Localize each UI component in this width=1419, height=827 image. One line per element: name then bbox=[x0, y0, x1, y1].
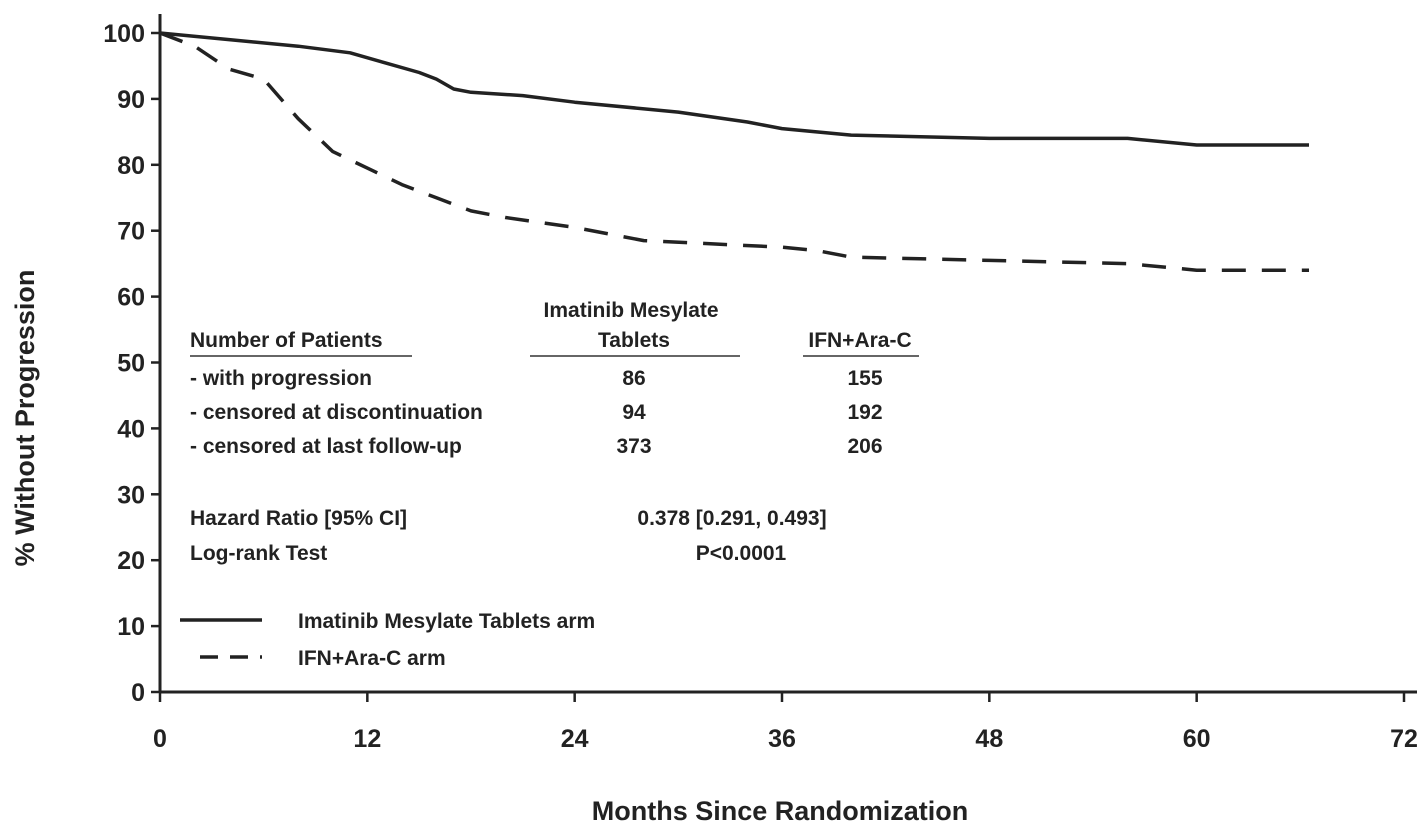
y-tick-label: 10 bbox=[117, 613, 145, 641]
table-column-header: IFN+Ara-C bbox=[808, 329, 911, 352]
table-row-label: - censored at last follow-up bbox=[190, 435, 462, 458]
stat-label: Hazard Ratio [95% CI] bbox=[190, 507, 407, 530]
ticks-layer: 0 10 20 30 40 50 60 70 80 90 100 0 12 24 36 48 60 72 bbox=[103, 20, 1418, 753]
x-tick-label: 36 bbox=[768, 725, 796, 753]
table-row-label: - with progression bbox=[190, 367, 372, 390]
x-tick-label: 12 bbox=[353, 725, 381, 753]
legend-label: IFN+Ara-C arm bbox=[298, 647, 446, 670]
table-cell: 155 bbox=[847, 367, 882, 390]
table-cell: 192 bbox=[847, 401, 882, 424]
table-column-header-line-1: Imatinib Mesylate bbox=[544, 299, 719, 322]
legend: Imatinib Mesylate Tablets arm IFN+Ara-C … bbox=[180, 610, 595, 670]
table-column-header-line-2: Tablets bbox=[598, 329, 670, 352]
y-tick-label: 60 bbox=[117, 284, 145, 312]
y-axis-title: % Without Progression bbox=[10, 270, 40, 567]
y-tick-label: 70 bbox=[117, 218, 145, 246]
y-tick-label: 80 bbox=[117, 152, 145, 180]
y-tick-label: 90 bbox=[117, 86, 145, 114]
table-column-header: Imatinib Mesylate Tablets bbox=[544, 299, 725, 352]
series-line-imatinib bbox=[159, 31, 1309, 147]
series-line-ifn-ara-c bbox=[159, 31, 1309, 272]
table-cell: 206 bbox=[847, 435, 882, 458]
y-tick-label: 40 bbox=[117, 415, 145, 443]
patient-table: Number of Patients Imatinib Mesylate Tab… bbox=[190, 299, 919, 565]
y-tick-label: 30 bbox=[117, 481, 145, 509]
x-tick-label: 48 bbox=[975, 725, 1003, 753]
table-cell: 94 bbox=[622, 401, 646, 424]
y-tick-label: 50 bbox=[117, 350, 145, 378]
stat-label: Log-rank Test bbox=[190, 542, 327, 565]
stat-value: P<0.0001 bbox=[696, 542, 787, 565]
y-tick-label: 20 bbox=[117, 547, 145, 575]
x-axis-title: Months Since Randomization bbox=[592, 796, 969, 826]
table-cell: 86 bbox=[622, 367, 645, 390]
table-header-label: Number of Patients bbox=[190, 329, 383, 352]
stat-value: 0.378 [0.291, 0.493] bbox=[637, 507, 826, 530]
x-tick-label: 0 bbox=[153, 725, 167, 753]
curves-layer bbox=[159, 31, 1309, 272]
x-tick-label: 60 bbox=[1183, 725, 1211, 753]
y-tick-label: 100 bbox=[103, 20, 145, 48]
table-row-label: - censored at discontinuation bbox=[190, 401, 483, 424]
y-tick-label: 0 bbox=[131, 679, 145, 707]
x-tick-label: 72 bbox=[1390, 725, 1418, 753]
x-tick-label: 24 bbox=[561, 725, 589, 753]
table-cell: 373 bbox=[616, 435, 651, 458]
legend-label: Imatinib Mesylate Tablets arm bbox=[298, 610, 595, 633]
axes-layer bbox=[158, 14, 1417, 694]
